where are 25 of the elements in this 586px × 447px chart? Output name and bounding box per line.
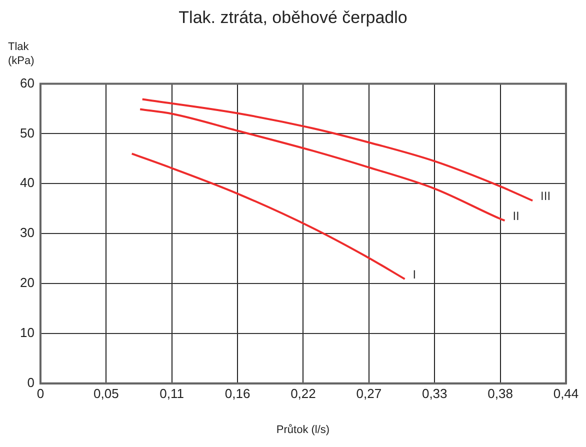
- y-tick-label: 60: [20, 75, 34, 90]
- y-axis-title: Tlak (kPa): [8, 40, 34, 68]
- line-series: [141, 98, 534, 202]
- x-tick-label: 0,38: [488, 386, 513, 401]
- y-tick-label: 50: [20, 125, 34, 140]
- line-series: [139, 108, 506, 222]
- x-tick-label: 0,27: [356, 386, 382, 401]
- x-tick-label: 0,44: [553, 386, 579, 401]
- x-tick-label: 0,05: [93, 386, 119, 401]
- y-tick-label: 10: [20, 325, 34, 340]
- y-tick-label: 20: [20, 275, 34, 290]
- x-tick-label: 0,11: [160, 386, 184, 401]
- x-axis-title: Průtok (l/s): [275, 424, 331, 436]
- x-tick-label: 0,33: [422, 386, 448, 401]
- x-tick-label: 0,16: [224, 386, 250, 401]
- x-tick-label: 0,22: [290, 386, 316, 401]
- series-label: I: [412, 267, 416, 282]
- y-tick-label: 30: [20, 225, 34, 240]
- y-tick-label: 40: [20, 175, 34, 190]
- line-series: [130, 152, 406, 280]
- series-label: II: [512, 208, 520, 223]
- y-tick-label: 0: [27, 374, 34, 390]
- chart-title: Tlak. ztráta, oběhové čerpadlo: [178, 8, 408, 28]
- x-tick-label: 0: [36, 386, 44, 401]
- series-label: III: [540, 188, 551, 203]
